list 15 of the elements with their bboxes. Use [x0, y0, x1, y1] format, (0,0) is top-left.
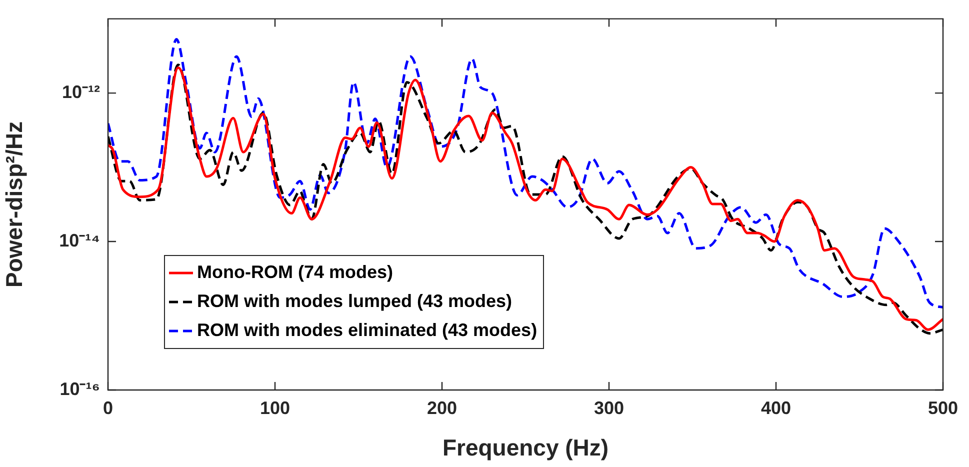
y-tick-label: 10⁻¹⁶: [60, 378, 100, 399]
x-tick-label: 0: [102, 398, 114, 418]
x-tick-label: 300: [594, 398, 624, 418]
y-tick-label: 10⁻¹⁴: [59, 230, 100, 250]
x-tick-label: 500: [928, 398, 958, 418]
x-tick-label: 200: [426, 398, 458, 418]
legend-label: ROM with modes eliminated (43 modes): [197, 320, 538, 341]
y-axis-title: Power-disp²/Hz: [1, 121, 28, 288]
legend-label: ROM with modes lumped (43 modes): [197, 291, 512, 312]
x-tick-label: 100: [260, 398, 290, 418]
y-tick-label: 10⁻¹²: [62, 82, 100, 102]
x-tick-label: 400: [760, 398, 792, 418]
legend-label: Mono-ROM (74 modes): [197, 262, 393, 283]
x-axis-title: Frequency (Hz): [442, 434, 609, 461]
line-series: [108, 38, 943, 309]
